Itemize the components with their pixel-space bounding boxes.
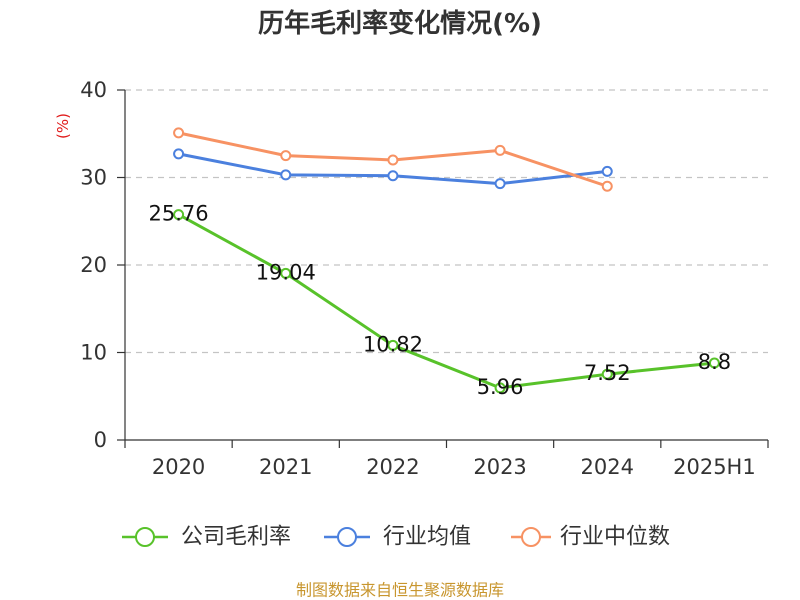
data-point[interactable]: [173, 209, 185, 221]
data-point[interactable]: [387, 154, 399, 166]
data-point[interactable]: [601, 180, 613, 192]
data-point[interactable]: [601, 165, 613, 177]
y-tick-label: 20: [80, 253, 107, 277]
series-layer: [173, 127, 720, 394]
data-point[interactable]: [494, 382, 506, 394]
data-point[interactable]: [173, 148, 185, 160]
axes: 0 10 20 30 40 2020 2021 2022 2023 2024 2025H1: [80, 78, 769, 479]
legend-circle-icon: [521, 527, 541, 547]
data-point[interactable]: [494, 178, 506, 190]
y-tick-label: 10: [80, 341, 107, 365]
y-axis-label: (%): [54, 113, 72, 139]
series-1: [173, 148, 613, 190]
data-point[interactable]: [280, 169, 292, 181]
legend-label: 公司毛利率: [181, 525, 291, 550]
x-tick-label: 2023: [473, 455, 526, 479]
grid-lines: [125, 89, 768, 354]
data-point[interactable]: [280, 267, 292, 279]
x-tick-label: 2021: [259, 455, 312, 479]
data-point[interactable]: [601, 368, 613, 380]
series-line: [177, 213, 715, 390]
data-point[interactable]: [708, 357, 720, 369]
legend-circle-icon: [135, 527, 155, 547]
data-label: 19.04: [256, 260, 316, 284]
data-label: 5.96: [477, 375, 524, 399]
data-label: 7.52: [584, 361, 631, 385]
legend-circle-icon: [337, 527, 357, 547]
legend-item-industry-mean[interactable]: 行业均值: [324, 525, 471, 550]
legend: 公司毛利率 行业均值 行业中位数: [122, 525, 670, 550]
data-label: 25.76: [149, 202, 209, 226]
data-point[interactable]: [494, 144, 506, 156]
source-footer: 制图数据来自恒生聚源数据库: [296, 581, 504, 600]
data-point[interactable]: [280, 150, 292, 162]
x-tick-label: 2020: [152, 455, 205, 479]
series-0: [173, 209, 720, 394]
x-tick-label: 2024: [581, 455, 634, 479]
y-tick-label: 30: [80, 166, 107, 190]
y-tick-label: 40: [80, 78, 107, 102]
data-labels: 25.76 19.04 10.82 5.96 7.52 8.8: [149, 202, 732, 399]
x-tick-label: 2022: [366, 455, 419, 479]
legend-item-company[interactable]: 公司毛利率: [122, 525, 291, 550]
data-label: 8.8: [698, 350, 731, 374]
data-point[interactable]: [387, 339, 399, 351]
legend-item-industry-median[interactable]: 行业中位数: [511, 525, 670, 550]
data-point[interactable]: [173, 127, 185, 139]
data-point[interactable]: [387, 170, 399, 182]
legend-label: 行业均值: [383, 525, 471, 550]
x-tick-label: 2025H1: [673, 455, 756, 479]
legend-label: 行业中位数: [560, 525, 670, 550]
y-tick-label: 0: [94, 428, 107, 452]
data-label: 10.82: [363, 332, 423, 356]
chart-title: 历年毛利率变化情况(%): [258, 8, 542, 39]
series-2: [173, 127, 613, 192]
